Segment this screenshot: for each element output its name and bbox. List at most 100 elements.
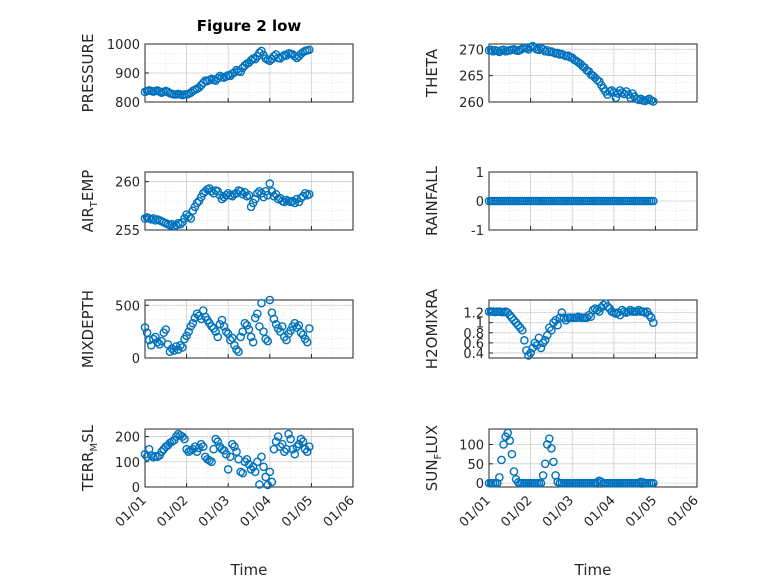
y-label-tail: SL (79, 424, 97, 443)
data-point (636, 94, 646, 104)
y-axis-label: RAINFALL (423, 165, 441, 236)
data-point (524, 351, 533, 360)
y-tick-label: 200 (115, 431, 140, 446)
data-point (644, 310, 654, 320)
data-point (246, 332, 256, 342)
data-point (265, 295, 275, 305)
data-point (288, 196, 297, 206)
y-tick-label: 0.4 (463, 347, 484, 362)
subplot-4: -1 0 1 RAINFALL (423, 165, 698, 239)
data-point (626, 93, 635, 103)
y-tick-label: 50 (467, 458, 484, 473)
subplot-2: 260 265 270 THETA (423, 41, 698, 111)
data-point (140, 449, 150, 459)
subplot-8: 0 50 100 01/01 01/02 01/03 01/04 01/05 01/06 SUNF… (423, 425, 702, 579)
y-label-main: AIR (79, 207, 97, 232)
data-point (649, 318, 658, 327)
data-point (296, 328, 306, 337)
data-point (275, 327, 285, 336)
y-label-subscript: M (89, 443, 100, 452)
x-tick-label: 01/06 (321, 493, 358, 530)
data-point (530, 43, 540, 52)
data-point (140, 323, 150, 332)
data-point (536, 343, 546, 353)
data-point (507, 449, 517, 459)
data-point (167, 219, 177, 229)
data-point (513, 320, 523, 330)
data-point (161, 325, 171, 334)
y-label-main: SUN (423, 459, 441, 491)
data-point (207, 322, 216, 331)
data-point (603, 302, 612, 311)
data-point (538, 338, 548, 348)
data-point (169, 346, 179, 355)
data-point (507, 313, 517, 322)
subplot-7: 0 100 200 01/01 01/02 01/03 01/04 01/05 01/06 TER… (79, 424, 358, 579)
data-point (493, 478, 502, 488)
x-tick-label: 01/02 (498, 493, 535, 530)
data-point (142, 452, 152, 462)
data-point (255, 480, 264, 489)
y-label-main: PRESSURE (79, 34, 97, 113)
data-point (215, 319, 225, 329)
data-point (253, 457, 262, 467)
y-tick-label: 500 (115, 299, 140, 314)
y-axis-label: MIXDEPTH (79, 290, 97, 368)
x-tick-label: 01/01 (457, 493, 494, 530)
y-axis-label: SUNFLUX (423, 425, 444, 491)
data-point (286, 434, 295, 444)
data-point (292, 323, 302, 332)
data-point (253, 188, 262, 198)
data-point (520, 336, 529, 345)
data-point (305, 442, 314, 451)
data-point (242, 454, 252, 464)
data-point (499, 440, 508, 449)
data-point (505, 310, 515, 320)
x-axis-label: Time (230, 561, 268, 579)
data-point (290, 318, 300, 328)
data-point (207, 187, 216, 196)
data-point (238, 189, 248, 199)
y-tick-label: 0 (132, 481, 140, 496)
y-tick-label: 1.2 (463, 307, 484, 322)
x-tick-label: 01/03 (196, 493, 233, 530)
data-point (594, 307, 604, 316)
data-point (649, 97, 658, 106)
y-tick-label: 800 (115, 96, 140, 111)
data-point (305, 45, 314, 55)
data-point (253, 309, 262, 319)
data-point (182, 444, 191, 454)
y-tick-label: 255 (115, 224, 140, 239)
y-tick-label: 260 (459, 96, 484, 111)
y-tick-label: 1 (476, 166, 484, 181)
data-point (196, 439, 206, 449)
y-label-tail: EMP (79, 170, 97, 201)
y-tick-label: 100 (115, 456, 140, 471)
data-point (536, 478, 546, 488)
y-tick-label: 260 (115, 176, 140, 191)
data-point (242, 321, 252, 330)
data-point (225, 452, 235, 462)
data-point (280, 197, 289, 207)
data-point (284, 429, 293, 439)
data-point (257, 298, 266, 308)
x-tick-label: 01/04 (582, 493, 619, 530)
data-point (503, 308, 513, 317)
y-label-subscript: F (433, 453, 444, 459)
subplot-3: 255 260 AIRTEMP (79, 170, 354, 239)
data-point (540, 459, 550, 469)
data-point (298, 437, 308, 446)
data-point (250, 313, 260, 323)
data-point (497, 455, 506, 465)
y-label-main: RAINFALL (423, 165, 441, 236)
data-point (261, 334, 270, 344)
data-point (553, 320, 562, 330)
data-point (248, 462, 258, 472)
data-point (277, 52, 287, 62)
data-point (236, 67, 245, 77)
data-point (207, 457, 216, 467)
y-axis-label: THETA (423, 48, 441, 98)
y-label-subscript: T (89, 200, 100, 208)
y-tick-label: 0.8 (463, 327, 484, 342)
data-point (223, 465, 233, 474)
